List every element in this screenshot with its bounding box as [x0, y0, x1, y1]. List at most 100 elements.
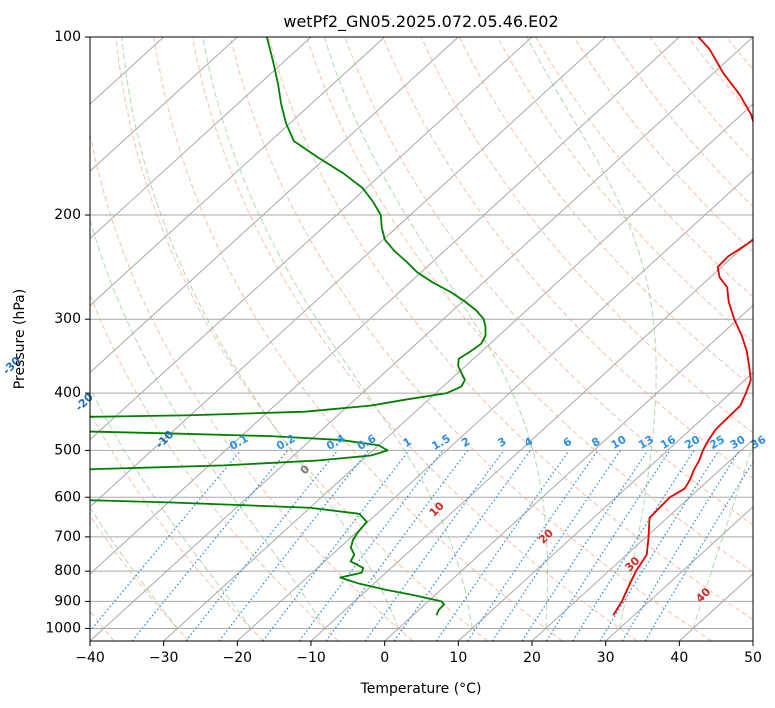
moist-adiabat-line: [121, 37, 399, 629]
mixing-ratio-label: 1: [401, 435, 414, 450]
sounding-series: [90, 37, 753, 616]
dry-adiabat-line: [687, 37, 753, 117]
mixing-ratio-line: [599, 450, 720, 641]
y-tick-label: 100: [54, 29, 81, 45]
x-tick-label: 40: [670, 650, 688, 666]
mixing-ratio-label: 10: [609, 433, 629, 452]
line-labels: -100-90-80-70-60-50-40-30-20-100.10.20.4…: [0, 354, 768, 605]
mixing-ratio-label: 4: [522, 435, 535, 450]
mixing-ratio-line: [435, 450, 570, 641]
plot-frame: [89, 36, 754, 642]
isotherm-line: [90, 37, 386, 307]
x-axis-title: Temperature (°C): [360, 681, 482, 697]
dry-adiabat-line: [229, 37, 712, 641]
y-tick-label: 500: [54, 442, 81, 458]
isotherm-line: [752, 640, 753, 641]
y-tick-label: 1000: [45, 620, 81, 636]
x-tick-label: −30: [149, 650, 179, 666]
x-tick-label: 10: [449, 650, 467, 666]
mixing-ratio-label: 0.6: [355, 432, 379, 453]
mixing-ratio-line: [621, 450, 740, 641]
mixing-ratio-line: [521, 450, 649, 641]
x-tick-label: 30: [597, 650, 615, 666]
x-tick-label: −10: [296, 650, 326, 666]
dry-adiabat-line: [191, 37, 638, 641]
isotherm-line: [90, 37, 680, 575]
dry-adiabat-line: [90, 131, 414, 641]
mixing-ratio-line: [393, 450, 531, 641]
moist-adiabat-label: 40: [693, 585, 713, 605]
mixing-ratio-line: [131, 450, 289, 641]
x-axis: −40 −30 −20 −10 0 10 20 30 40 50: [75, 641, 762, 666]
background-lines: [90, 37, 775, 641]
y-tick-label: 400: [54, 385, 81, 401]
dry-adiabat-line: [115, 37, 488, 641]
mixing-ratio-label: 1.5: [429, 432, 452, 453]
dry-adiabat-line: [268, 37, 753, 621]
mixing-ratio-label: 6: [561, 435, 574, 450]
isotherm-line: [90, 37, 533, 441]
y-tick-label: 300: [54, 311, 81, 327]
y-axis: 100 200 300 400 500 600 700 800 900 1000: [45, 29, 90, 636]
mixing-ratio-line: [467, 450, 599, 641]
dry-adiabat-line: [535, 37, 753, 298]
dewpoint-line: [90, 37, 487, 616]
moist-adiabat-line: [90, 218, 326, 629]
x-tick-label: 0: [380, 650, 389, 666]
moist-adiabat-label: 0: [298, 462, 313, 477]
dry-adiabat-line: [611, 37, 753, 208]
isotherm-line: [90, 37, 238, 172]
mixing-ratio-line: [325, 450, 469, 641]
mixing-ratio-label: 0.4: [324, 432, 348, 453]
moist-adiabat-line: [90, 386, 252, 629]
dry-adiabat-line: [649, 37, 753, 162]
mixing-ratio-label: 30: [728, 433, 748, 452]
mixing-ratio-line: [572, 450, 695, 641]
x-tick-label: −20: [223, 650, 253, 666]
y-tick-label: 900: [54, 593, 81, 609]
y-tick-label: 700: [54, 529, 81, 545]
mixing-ratio-label: 3: [495, 435, 508, 450]
chart-title: wetPf2_GN05.2025.072.05.46.E02: [283, 12, 558, 32]
mixing-ratio-line: [90, 450, 242, 633]
isotherm-line: [163, 103, 753, 641]
isotherm-line: [90, 37, 312, 240]
moist-adiabat-label: 20: [536, 526, 556, 546]
mixing-ratio-line: [364, 450, 505, 641]
mixing-ratio-label: 2: [459, 435, 472, 450]
isotherm-line: [384, 304, 753, 641]
dry-adiabat-line: [420, 37, 753, 434]
dry-adiabat-line: [90, 411, 264, 641]
x-tick-label: 50: [744, 650, 762, 666]
mixing-ratio-label: 36: [748, 433, 768, 452]
isotherm-line: [531, 438, 753, 641]
moist-adiabat-label: 10: [427, 499, 447, 519]
y-tick-label: 200: [54, 207, 81, 223]
isotherm-line: [236, 170, 753, 641]
dry-adiabat-line: [306, 37, 753, 573]
x-tick-label: 20: [523, 650, 541, 666]
dry-adiabat-line: [725, 37, 753, 71]
moist-adiabat-line: [692, 443, 753, 629]
mixing-ratio-label: 25: [707, 433, 727, 452]
mixing-ratio-label: 0.2: [274, 432, 297, 453]
y-axis-title: Pressure (hPa): [12, 289, 28, 389]
dry-adiabat-line: [344, 37, 753, 526]
moist-adiabat-line: [202, 37, 473, 629]
isotherm-line: [90, 37, 753, 641]
isotherm-line: [457, 371, 753, 641]
isotherm-line: [90, 37, 459, 374]
dry-adiabat-line: [765, 37, 775, 641]
mixing-ratio-label: 20: [683, 433, 703, 452]
mixing-ratio-line: [262, 450, 410, 641]
mixing-ratio-label: 13: [636, 433, 656, 452]
dry-adiabat-line: [153, 37, 563, 641]
dry-adiabat-line: [497, 37, 753, 343]
y-tick-label: 800: [54, 563, 81, 579]
dry-adiabat-line: [90, 514, 190, 641]
dry-adiabat-line: [573, 37, 753, 253]
mixing-ratio-line: [298, 450, 444, 641]
temperature-line: [612, 37, 753, 616]
isotherm-line: [90, 37, 607, 508]
